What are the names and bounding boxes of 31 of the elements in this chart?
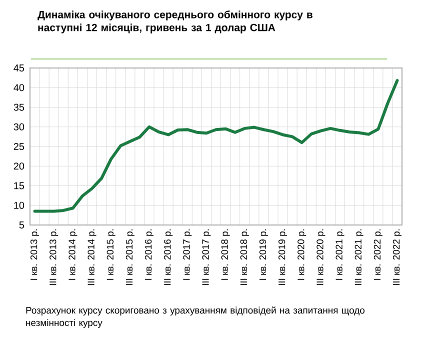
x-tick-label: III кв. 2022 р. bbox=[392, 229, 402, 286]
x-tick-label: III кв. 2013 р. bbox=[50, 229, 58, 286]
x-tick-label: I кв. 2016 р. bbox=[144, 229, 154, 280]
x-tick-label: I кв. 2014 р. bbox=[68, 229, 78, 280]
x-tick-label: I кв. 2020 р. bbox=[298, 229, 306, 280]
y-tick-label: 35 bbox=[14, 104, 24, 111]
text: Розрахунок курсу скориговано з урахуванням відповідей на запитання щодо незмінності курсу bbox=[26, 306, 365, 328]
y-tick-label: 45 bbox=[14, 64, 24, 72]
y-tick-label: 30 bbox=[14, 123, 24, 130]
x-tick-label: I кв. 2015 р. bbox=[106, 229, 116, 280]
x-tick-label: III кв. 2020 р. bbox=[316, 229, 326, 286]
x-tick-label: III кв. 2015 р. bbox=[126, 229, 134, 286]
y-tick-label: 5 bbox=[19, 222, 24, 228]
y-tick-label: 20 bbox=[14, 162, 24, 170]
x-tick-label: I кв. 2019 р. bbox=[259, 229, 268, 280]
y-tick-label: 15 bbox=[14, 182, 24, 190]
y-tick-label: 25 bbox=[14, 142, 24, 150]
x-tick-label: III кв. 2016 р. bbox=[164, 229, 173, 286]
x-tick-label: I кв. 2013 р. bbox=[30, 229, 40, 280]
x-tick-label: III кв. 2019 р. bbox=[278, 229, 288, 286]
x-tick-label: III кв. 2018 р. bbox=[240, 229, 249, 286]
x-tick-label: I кв. 2017 р. bbox=[183, 229, 192, 280]
x-tick-label: III кв. 2017 р. bbox=[202, 229, 211, 286]
x-tick-label: I кв. 2018 р. bbox=[221, 229, 230, 280]
x-tick-label: I кв. 2022 р. bbox=[374, 229, 382, 280]
x-tick-label: III кв. 2021 р. bbox=[354, 229, 364, 286]
y-tick-label: 10 bbox=[14, 202, 24, 209]
x-tick-label: III кв. 2014 р. bbox=[88, 229, 96, 286]
chart-title: Динаміка очікуваного середнього обмінного курсу в наступні 12 місяців, гривень за 1 долар США bbox=[38, 10, 312, 34]
y-tick-label: 40 bbox=[14, 84, 24, 92]
x-tick-label: I кв. 2021 р. bbox=[336, 229, 344, 280]
